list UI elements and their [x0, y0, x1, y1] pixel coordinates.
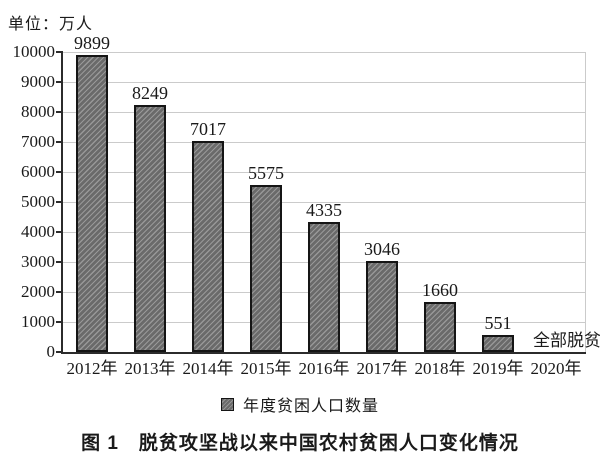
x-tick-label: 2014年	[182, 359, 234, 378]
x-axis	[61, 352, 586, 354]
y-axis-tick	[56, 171, 63, 173]
y-tick-label: 1000	[21, 312, 55, 331]
y-tick-label: 7000	[21, 132, 55, 151]
gridline	[63, 111, 585, 113]
x-tick-label: 2015年	[240, 359, 292, 378]
bar-value-label: 4335	[306, 199, 342, 220]
y-tick-label: 3000	[21, 252, 55, 271]
bar-value-label: 3046	[364, 238, 400, 259]
y-axis-tick	[56, 81, 63, 83]
bar-value-label: 551	[484, 313, 512, 334]
bar	[424, 302, 456, 352]
bar-value-label: 8249	[132, 82, 168, 103]
x-tick-label: 2019年	[472, 359, 524, 378]
gridline	[63, 201, 585, 203]
x-tick-label: 2013年	[124, 359, 176, 378]
y-tick-label: 10000	[12, 42, 56, 61]
y-axis-tick	[56, 321, 63, 323]
x-tick-label: 2018年	[414, 359, 466, 378]
plot-right-border	[585, 52, 586, 352]
y-axis-tick	[56, 201, 63, 203]
y-axis-tick	[56, 261, 63, 263]
bar-value-label: 1660	[422, 280, 458, 301]
unit-label: 单位：万人	[8, 16, 94, 33]
bar	[308, 221, 340, 352]
bar	[192, 141, 224, 352]
y-tick-label: 8000	[21, 102, 55, 121]
x-tick-label: 2017年	[356, 359, 408, 378]
bar	[482, 335, 514, 352]
chart-caption: 图 1 脱贫攻坚战以来中国农村贫困人口变化情况	[81, 433, 519, 454]
legend: 年度贫困人口数量	[0, 392, 600, 416]
bar	[366, 260, 398, 352]
bar-value-label: 9899	[74, 33, 110, 54]
y-tick-label: 9000	[21, 72, 55, 91]
x-tick-label: 2020年	[530, 359, 582, 378]
bar-value-label: 5575	[248, 162, 284, 183]
gridline	[63, 171, 585, 173]
y-axis-tick	[56, 51, 63, 53]
legend-label: 年度贫困人口数量	[242, 398, 379, 415]
y-tick-label: 5000	[21, 192, 55, 211]
y-axis	[61, 52, 63, 354]
y-axis-tick	[56, 141, 63, 143]
y-tick-label: 6000	[21, 162, 55, 181]
y-tick-label: 2000	[21, 282, 55, 301]
bar-value-label: 7017	[190, 119, 226, 140]
y-axis-tick	[56, 351, 63, 353]
gridline	[63, 51, 585, 53]
bar	[250, 184, 282, 352]
gridline	[63, 141, 585, 143]
x-tick-label: 2016年	[298, 359, 350, 378]
y-axis-tick	[56, 291, 63, 293]
annotation-all-lifted-from-poverty: 全部脱贫	[533, 331, 600, 350]
y-tick-label: 0	[46, 342, 56, 361]
bar	[76, 55, 108, 352]
y-tick-label: 4000	[21, 222, 55, 241]
bar	[134, 104, 166, 352]
legend-swatch-hatched-square	[220, 397, 234, 411]
y-axis-tick	[56, 111, 63, 113]
y-axis-tick	[56, 231, 63, 233]
gridline	[63, 81, 585, 83]
x-tick-label: 2012年	[66, 359, 118, 378]
